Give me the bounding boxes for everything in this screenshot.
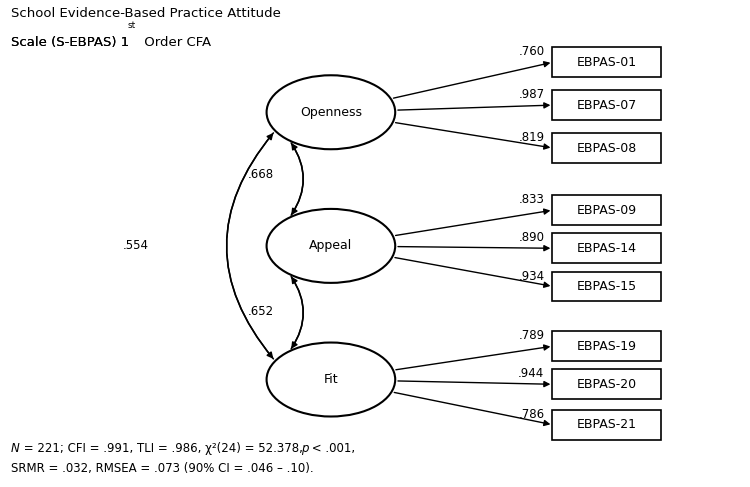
Text: Appeal: Appeal (309, 240, 352, 252)
Text: .652: .652 (248, 305, 274, 318)
Text: .760: .760 (518, 45, 544, 58)
FancyArrowPatch shape (291, 144, 303, 215)
Text: Openness: Openness (300, 106, 362, 119)
Text: EBPAS-08: EBPAS-08 (577, 142, 637, 154)
Text: Scale (S-EBPAS) 1: Scale (S-EBPAS) 1 (11, 36, 130, 49)
Text: .819: .819 (518, 131, 544, 144)
FancyArrowPatch shape (226, 133, 274, 357)
Text: .890: .890 (518, 231, 544, 244)
Text: EBPAS-15: EBPAS-15 (577, 280, 637, 293)
Text: st: st (127, 20, 135, 30)
FancyArrowPatch shape (226, 134, 274, 359)
Text: EBPAS-20: EBPAS-20 (577, 378, 637, 391)
Text: .789: .789 (518, 329, 544, 342)
FancyArrowPatch shape (291, 277, 303, 347)
Text: < .001,: < .001, (308, 442, 355, 454)
Text: EBPAS-14: EBPAS-14 (577, 242, 637, 255)
Text: School Evidence-Based Practice Attitude: School Evidence-Based Practice Attitude (11, 7, 281, 20)
Text: .934: .934 (518, 270, 544, 282)
Text: Fit: Fit (323, 373, 338, 386)
Text: EBPAS-09: EBPAS-09 (577, 204, 637, 217)
FancyArrowPatch shape (291, 143, 303, 214)
Text: .987: .987 (518, 88, 544, 101)
Text: .554: .554 (123, 240, 149, 252)
Text: .668: .668 (248, 168, 274, 181)
Text: EBPAS-21: EBPAS-21 (577, 418, 637, 431)
Text: N: N (11, 442, 20, 454)
Text: Scale (S-EBPAS) 1: Scale (S-EBPAS) 1 (11, 36, 130, 49)
Text: = 221; CFI = .991, TLI = .986, χ²(24) = 52.378,: = 221; CFI = .991, TLI = .986, χ²(24) = … (20, 442, 306, 454)
Text: EBPAS-07: EBPAS-07 (577, 98, 637, 112)
Text: SRMR = .032, RMSEA = .073 (90% CI = .046 – .10).: SRMR = .032, RMSEA = .073 (90% CI = .046… (11, 462, 314, 475)
FancyArrowPatch shape (291, 278, 303, 349)
Text: EBPAS-19: EBPAS-19 (577, 339, 637, 353)
Text: p: p (301, 442, 308, 454)
Text: EBPAS-01: EBPAS-01 (577, 56, 637, 69)
Text: .833: .833 (518, 193, 544, 206)
Text: .786: .786 (518, 408, 544, 421)
Text: Order CFA: Order CFA (140, 36, 212, 49)
Text: .944: .944 (518, 368, 544, 380)
